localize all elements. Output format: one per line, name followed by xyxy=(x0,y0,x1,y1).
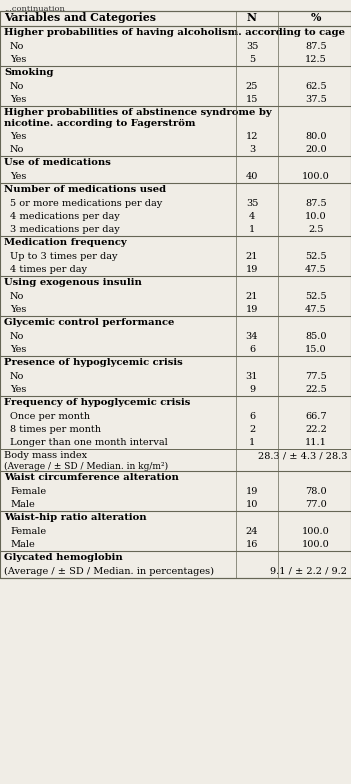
Text: 52.5: 52.5 xyxy=(305,292,327,301)
Text: Yes: Yes xyxy=(10,132,26,141)
Text: Yes: Yes xyxy=(10,95,26,104)
Text: Using exogenous insulin: Using exogenous insulin xyxy=(4,278,142,287)
Text: No: No xyxy=(10,332,24,341)
Text: Number of medications used: Number of medications used xyxy=(4,185,166,194)
Text: (Average / ± SD / Median. in kg/m²): (Average / ± SD / Median. in kg/m²) xyxy=(4,462,168,471)
Text: Medication frequency: Medication frequency xyxy=(4,238,127,247)
Text: 16: 16 xyxy=(246,540,258,549)
Text: Male: Male xyxy=(10,500,35,509)
Text: 85.0: 85.0 xyxy=(305,332,327,341)
Text: Yes: Yes xyxy=(10,55,26,64)
Text: 100.0: 100.0 xyxy=(302,527,330,536)
Text: 22.5: 22.5 xyxy=(305,385,327,394)
Text: 77.5: 77.5 xyxy=(305,372,327,381)
Text: No: No xyxy=(10,145,24,154)
Text: 87.5: 87.5 xyxy=(305,42,327,51)
Text: nicotine. according to Fagerström: nicotine. according to Fagerström xyxy=(4,119,196,128)
Text: Higher probabilities of abstinence syndrome by: Higher probabilities of abstinence syndr… xyxy=(4,108,272,117)
Text: Female: Female xyxy=(10,527,46,536)
Text: 6: 6 xyxy=(249,345,255,354)
Text: 77.0: 77.0 xyxy=(305,500,327,509)
Text: 31: 31 xyxy=(246,372,258,381)
Text: No: No xyxy=(10,292,24,301)
Text: 25: 25 xyxy=(246,82,258,91)
Text: 12: 12 xyxy=(246,132,258,141)
Text: 3 medications per day: 3 medications per day xyxy=(10,225,120,234)
Text: 40: 40 xyxy=(246,172,258,181)
Text: 47.5: 47.5 xyxy=(305,305,327,314)
Text: 4 medications per day: 4 medications per day xyxy=(10,212,120,221)
Text: N: N xyxy=(247,12,257,23)
Text: 12.5: 12.5 xyxy=(305,55,327,64)
Text: Once per month: Once per month xyxy=(10,412,90,421)
Text: 47.5: 47.5 xyxy=(305,265,327,274)
Text: 19: 19 xyxy=(246,305,258,314)
Text: 24: 24 xyxy=(246,527,258,536)
Text: Yes: Yes xyxy=(10,345,26,354)
Text: 8 times per month: 8 times per month xyxy=(10,425,101,434)
Text: (Average / ± SD / Median. in percentages): (Average / ± SD / Median. in percentages… xyxy=(4,567,214,576)
Text: 15: 15 xyxy=(246,95,258,104)
Text: 2: 2 xyxy=(249,425,255,434)
Text: ...continuation: ...continuation xyxy=(4,5,65,13)
Text: Longer than one month interval: Longer than one month interval xyxy=(10,438,168,447)
Text: 21: 21 xyxy=(246,252,258,261)
Text: 4 times per day: 4 times per day xyxy=(10,265,87,274)
Text: Higher probabilities of having alcoholism. according to cage: Higher probabilities of having alcoholis… xyxy=(4,28,345,37)
Text: 100.0: 100.0 xyxy=(302,540,330,549)
Text: Female: Female xyxy=(10,487,46,496)
Text: 62.5: 62.5 xyxy=(305,82,327,91)
Text: 87.5: 87.5 xyxy=(305,199,327,208)
Text: 78.0: 78.0 xyxy=(305,487,327,496)
Text: 10.0: 10.0 xyxy=(305,212,327,221)
Text: 9: 9 xyxy=(249,385,255,394)
Text: Glycated hemoglobin: Glycated hemoglobin xyxy=(4,553,123,562)
Text: Body mass index: Body mass index xyxy=(4,451,87,460)
Text: 20.0: 20.0 xyxy=(305,145,327,154)
Text: No: No xyxy=(10,82,24,91)
Text: 100.0: 100.0 xyxy=(302,172,330,181)
Text: 1: 1 xyxy=(249,225,255,234)
Text: No: No xyxy=(10,372,24,381)
Text: Yes: Yes xyxy=(10,172,26,181)
Text: No: No xyxy=(10,42,24,51)
Text: Waist circumference alteration: Waist circumference alteration xyxy=(4,473,179,482)
Text: 5 or more medications per day: 5 or more medications per day xyxy=(10,199,162,208)
Text: 15.0: 15.0 xyxy=(305,345,327,354)
Text: Frequency of hypoglycemic crisis: Frequency of hypoglycemic crisis xyxy=(4,398,190,407)
Text: 3: 3 xyxy=(249,145,255,154)
Text: Presence of hypoglycemic crisis: Presence of hypoglycemic crisis xyxy=(4,358,183,367)
Text: %: % xyxy=(311,12,321,23)
Text: Glycemic control performance: Glycemic control performance xyxy=(4,318,174,327)
Text: 22.2: 22.2 xyxy=(305,425,327,434)
Text: 9.1 / ± 2.2 / 9.2: 9.1 / ± 2.2 / 9.2 xyxy=(270,567,347,576)
Text: Smoking: Smoking xyxy=(4,68,53,77)
Text: 37.5: 37.5 xyxy=(305,95,327,104)
Text: 28.3 / ± 4.3 / 28.3: 28.3 / ± 4.3 / 28.3 xyxy=(258,451,347,460)
Text: 66.7: 66.7 xyxy=(305,412,327,421)
Text: Yes: Yes xyxy=(10,305,26,314)
Text: 80.0: 80.0 xyxy=(305,132,327,141)
Text: Waist-hip ratio alteration: Waist-hip ratio alteration xyxy=(4,513,147,522)
Text: 34: 34 xyxy=(246,332,258,341)
Text: Male: Male xyxy=(10,540,35,549)
Text: 19: 19 xyxy=(246,265,258,274)
Bar xyxy=(0,11,351,578)
Text: 21: 21 xyxy=(246,292,258,301)
Text: Variables and Categories: Variables and Categories xyxy=(4,12,156,23)
Text: 52.5: 52.5 xyxy=(305,252,327,261)
Text: 10: 10 xyxy=(246,500,258,509)
Text: Use of medications: Use of medications xyxy=(4,158,111,167)
Text: 1: 1 xyxy=(249,438,255,447)
Text: 2.5: 2.5 xyxy=(308,225,324,234)
Text: 19: 19 xyxy=(246,487,258,496)
Text: 4: 4 xyxy=(249,212,255,221)
Text: Up to 3 times per day: Up to 3 times per day xyxy=(10,252,118,261)
Text: Yes: Yes xyxy=(10,385,26,394)
Text: 35: 35 xyxy=(246,199,258,208)
Text: 5: 5 xyxy=(249,55,255,64)
Text: 6: 6 xyxy=(249,412,255,421)
Text: 35: 35 xyxy=(246,42,258,51)
Text: 11.1: 11.1 xyxy=(305,438,327,447)
